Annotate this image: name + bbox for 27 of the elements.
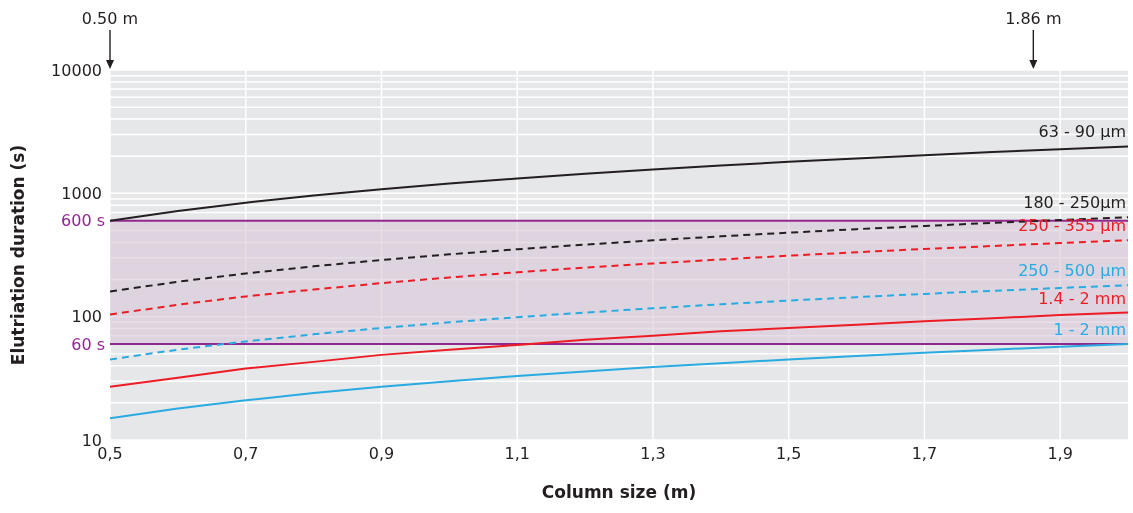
ref-line-label: 600 s [61,211,105,231]
x-tick-label: 0,7 [233,444,259,464]
series-label: 250 - 500 µm [1018,261,1126,281]
line-series [110,284,1128,361]
line-series [110,216,1128,293]
text: 0.50 m [81,9,139,28]
y-tick-label: 10000 [51,60,102,80]
line-series [110,239,1128,316]
text: 1.86 m [1005,9,1062,28]
x-tick-label: 1,1 [504,444,530,464]
series-label: 180 - 250µm [1023,193,1126,213]
x-tick-label: 1,5 [775,444,802,464]
x-tick-label: 0,9 [368,444,395,464]
line-series [110,343,1128,420]
series-label: 250 - 355 µm [1018,216,1126,236]
y-tick-label: 1000 [61,184,102,204]
x-tick-label: 1,9 [1047,444,1073,464]
x-axis-title: Column size (m) [541,482,697,502]
ref-line-label: 60 s [71,334,105,354]
x-tick-label: 1,3 [640,444,666,464]
series-label: 1.4 - 2 mm [1038,288,1126,308]
series-label: 1 - 2 mm [1053,320,1126,340]
line-series [110,311,1128,388]
series-label: 63 - 90 µm [1038,122,1126,142]
y-axis-title: Elutriation duration (s) [8,144,29,366]
x-tick-label: 1,7 [911,444,938,464]
y-tick-label: 100 [71,307,102,327]
